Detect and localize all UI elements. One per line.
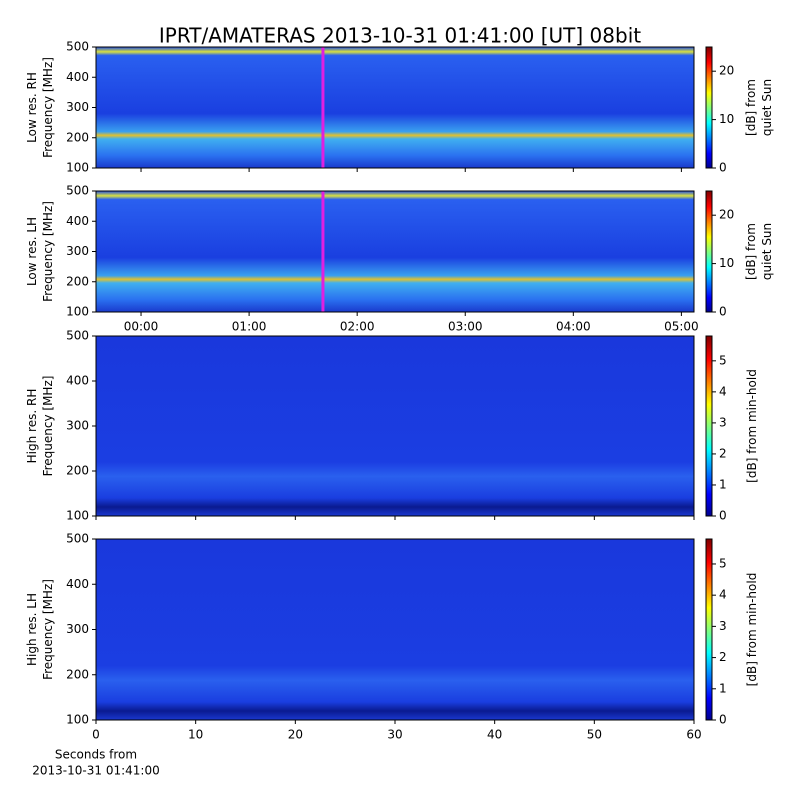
colorbar-tick-label: 5 xyxy=(719,353,727,367)
x-tick-label: 40 xyxy=(487,728,502,742)
x-tick-label: 03:00 xyxy=(448,320,483,334)
colorbar-tick-label: 10 xyxy=(719,112,734,126)
colorbar-label-line: [dB] from xyxy=(744,79,758,136)
colorbar-label-line: [dB] from min-hold xyxy=(745,369,759,483)
y-tick-label: 100 xyxy=(66,713,89,727)
y-axis-label-line: Frequency [MHz] xyxy=(41,57,55,158)
x-tick-label: 05:00 xyxy=(664,320,699,334)
y-tick-label: 500 xyxy=(66,532,89,546)
colorbar-tick-label: 3 xyxy=(719,415,727,429)
y-axis-label: Low res. LH Frequency [MHz] xyxy=(25,201,55,302)
y-tick-label: 400 xyxy=(66,577,89,591)
colorbar-label-line: [dB] from xyxy=(744,223,758,280)
y-tick-label: 100 xyxy=(66,161,89,175)
x-tick-label: 10 xyxy=(188,728,203,742)
x-tick-label: 00:00 xyxy=(124,320,159,334)
y-axis-label-line: Low res. LH xyxy=(25,217,39,286)
y-axis-label: High res. RH Frequency [MHz] xyxy=(25,376,55,477)
y-tick-label: 300 xyxy=(66,244,89,258)
colorbar-tick-label: 3 xyxy=(719,619,727,633)
y-axis-label-line: Frequency [MHz] xyxy=(41,579,55,680)
y-tick-label: 500 xyxy=(66,329,89,343)
colorbar-tick-label: 2 xyxy=(719,446,727,460)
spectrogram xyxy=(96,539,694,720)
colorbar-label-line: quiet Sun xyxy=(760,223,774,280)
y-axis-label: High res. LH Frequency [MHz] xyxy=(25,579,55,680)
y-tick-label: 300 xyxy=(66,622,89,636)
colorbar-label: [dB] from min-hold xyxy=(745,573,759,687)
colorbar xyxy=(705,190,713,313)
colorbar-tick-label: 20 xyxy=(719,64,734,78)
y-tick-label: 200 xyxy=(66,667,89,681)
y-tick-label: 200 xyxy=(66,130,89,144)
colorbar-label: [dB] from quiet Sun xyxy=(744,79,774,136)
y-tick-label: 100 xyxy=(66,509,89,523)
y-tick-label: 500 xyxy=(66,40,89,54)
colorbar-tick-label: 5 xyxy=(719,556,727,570)
x-tick-label: 30 xyxy=(387,728,402,742)
y-axis-label-line: High res. RH xyxy=(25,389,39,464)
y-tick-label: 200 xyxy=(66,464,89,478)
y-tick-label: 100 xyxy=(66,305,89,319)
x-tick-label: 60 xyxy=(686,728,701,742)
y-axis-label: Low res. RH Frequency [MHz] xyxy=(25,57,55,158)
x-tick-label: 0 xyxy=(92,728,100,742)
y-axis-label-line: Frequency [MHz] xyxy=(41,376,55,477)
colorbar-tick-label: 4 xyxy=(719,588,727,602)
x-axis-label: Seconds from xyxy=(55,748,137,762)
x-tick-label: 20 xyxy=(288,728,303,742)
x-axis-label: 2013-10-31 01:41:00 xyxy=(32,764,159,778)
y-tick-label: 300 xyxy=(66,419,89,433)
spectrogram xyxy=(96,47,694,168)
y-axis-label-line: Frequency [MHz] xyxy=(41,201,55,302)
colorbar xyxy=(705,335,713,517)
y-tick-label: 400 xyxy=(66,374,89,388)
colorbar-label: [dB] from min-hold xyxy=(745,369,759,483)
colorbar-label-line: quiet Sun xyxy=(760,79,774,136)
colorbar xyxy=(705,46,713,169)
y-tick-label: 200 xyxy=(66,274,89,288)
colorbar-tick-label: 4 xyxy=(719,384,727,398)
chart-title: IPRT/AMATERAS 2013-10-31 01:41:00 [UT] 0… xyxy=(159,24,641,48)
spectrogram xyxy=(96,336,694,516)
colorbar-tick-label: 2 xyxy=(719,650,727,664)
x-tick-label: 50 xyxy=(587,728,602,742)
x-tick-label: 02:00 xyxy=(340,320,375,334)
colorbar-tick-label: 1 xyxy=(719,477,727,491)
y-tick-label: 400 xyxy=(66,70,89,84)
colorbar-tick-label: 0 xyxy=(719,509,727,523)
colorbar-tick-label: 10 xyxy=(719,256,734,270)
y-tick-label: 300 xyxy=(66,100,89,114)
colorbar-tick-label: 0 xyxy=(719,305,727,319)
y-tick-label: 500 xyxy=(66,184,89,198)
x-tick-label: 04:00 xyxy=(556,320,591,334)
y-axis-label-line: High res. LH xyxy=(25,593,39,666)
x-tick-label: 01:00 xyxy=(232,320,267,334)
colorbar-label-line: [dB] from min-hold xyxy=(745,573,759,687)
colorbar-label: [dB] from quiet Sun xyxy=(744,223,774,280)
y-axis-label-line: Low res. RH xyxy=(25,72,39,143)
colorbar xyxy=(705,538,713,721)
colorbar-tick-label: 0 xyxy=(719,713,727,727)
colorbar-tick-label: 1 xyxy=(719,681,727,695)
y-tick-label: 400 xyxy=(66,214,89,228)
colorbar-tick-label: 20 xyxy=(719,208,734,222)
spectrogram xyxy=(96,191,694,312)
colorbar-tick-label: 0 xyxy=(719,161,727,175)
